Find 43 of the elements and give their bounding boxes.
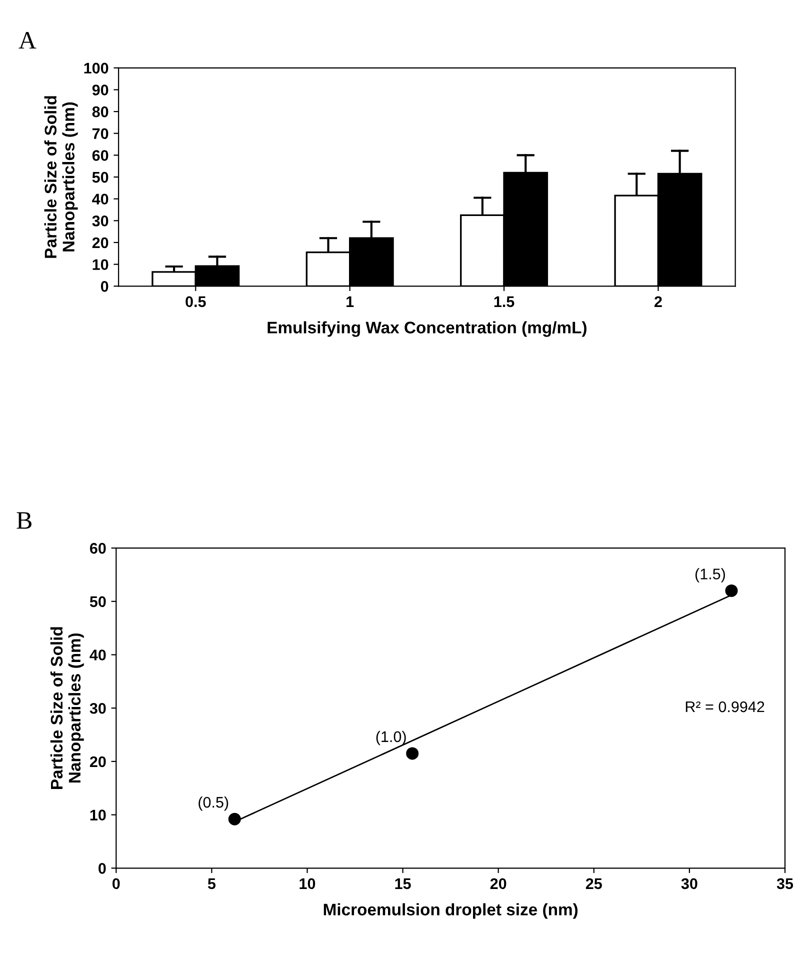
y-tick-label: 60: [92, 150, 108, 161]
y-tick-label: 40: [92, 194, 108, 205]
annotation: (0.5): [198, 796, 228, 811]
y-tick-label: 0: [98, 863, 106, 874]
y-tick-label: 50: [90, 596, 106, 608]
y-tick-label: 100: [84, 62, 108, 74]
x-tick-label: 20: [490, 878, 506, 890]
x-tick-label: 25: [586, 878, 602, 890]
x-tick-label: 5: [208, 878, 216, 890]
point: [406, 747, 419, 760]
point: [228, 812, 241, 826]
y-axis-title: Particle Size of Solid Nanoparticles (nm): [50, 627, 84, 789]
y-axis-title: Particle Size of Solid Nanoparticles (nm): [44, 96, 78, 258]
chart-title: A: [18, 32, 36, 48]
y-tick-label: 30: [90, 702, 106, 714]
x-tick-label: 15: [395, 878, 411, 890]
y-tick-label: 0: [100, 281, 108, 292]
annotation: R² = 0.9942: [686, 701, 764, 712]
chart-title: B: [16, 512, 32, 529]
y-tick-label: 70: [92, 128, 108, 140]
y-tick-label: 10: [90, 810, 106, 820]
x-tick-label: 1: [346, 296, 354, 307]
y-tick-label: 20: [90, 756, 106, 768]
y-tick-label: 30: [92, 216, 108, 226]
x-axis-title: Microemulsion droplet size (nm): [324, 903, 578, 919]
y-tick-label: 40: [90, 650, 106, 660]
y-tick-label: 50: [92, 172, 108, 183]
x-tick-label: 30: [681, 878, 698, 890]
x-tick-label: 10: [300, 878, 316, 890]
x-tick-label: 2: [654, 296, 662, 307]
y-tick-label: 60: [90, 542, 106, 554]
point: [725, 584, 738, 597]
annotation: (1.0): [376, 730, 406, 746]
x-tick-label: 35: [776, 878, 794, 890]
x-tick-label: 0: [112, 878, 120, 890]
x-tick-label: 1.5: [494, 296, 514, 308]
annotation: (1.5): [695, 568, 725, 582]
y-tick-label: 90: [92, 84, 108, 96]
y-tick-label: 80: [92, 106, 108, 118]
x-axis-title: Emulsifying Wax Concentration (mg/mL): [268, 321, 586, 337]
y-tick-label: 20: [92, 237, 108, 248]
y-tick-label: 10: [92, 259, 108, 270]
x-tick-label: 0.5: [186, 296, 206, 308]
